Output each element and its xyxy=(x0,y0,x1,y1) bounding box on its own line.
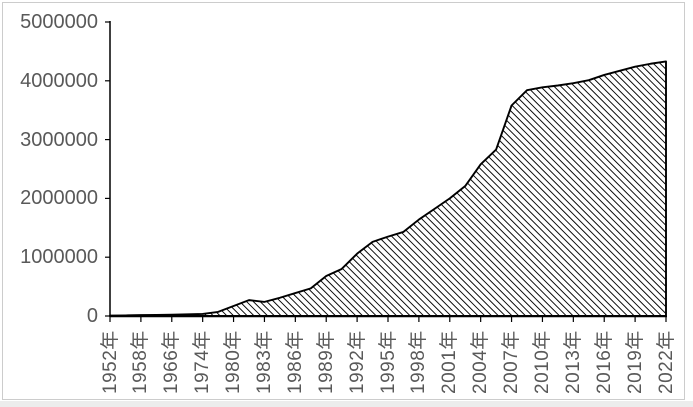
area-series xyxy=(109,60,667,317)
axes xyxy=(109,21,667,318)
page-bottom-margin xyxy=(0,401,693,407)
tick-marks xyxy=(105,21,667,322)
